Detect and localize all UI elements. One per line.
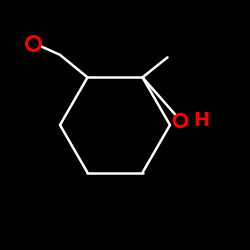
Text: H: H: [193, 110, 209, 130]
